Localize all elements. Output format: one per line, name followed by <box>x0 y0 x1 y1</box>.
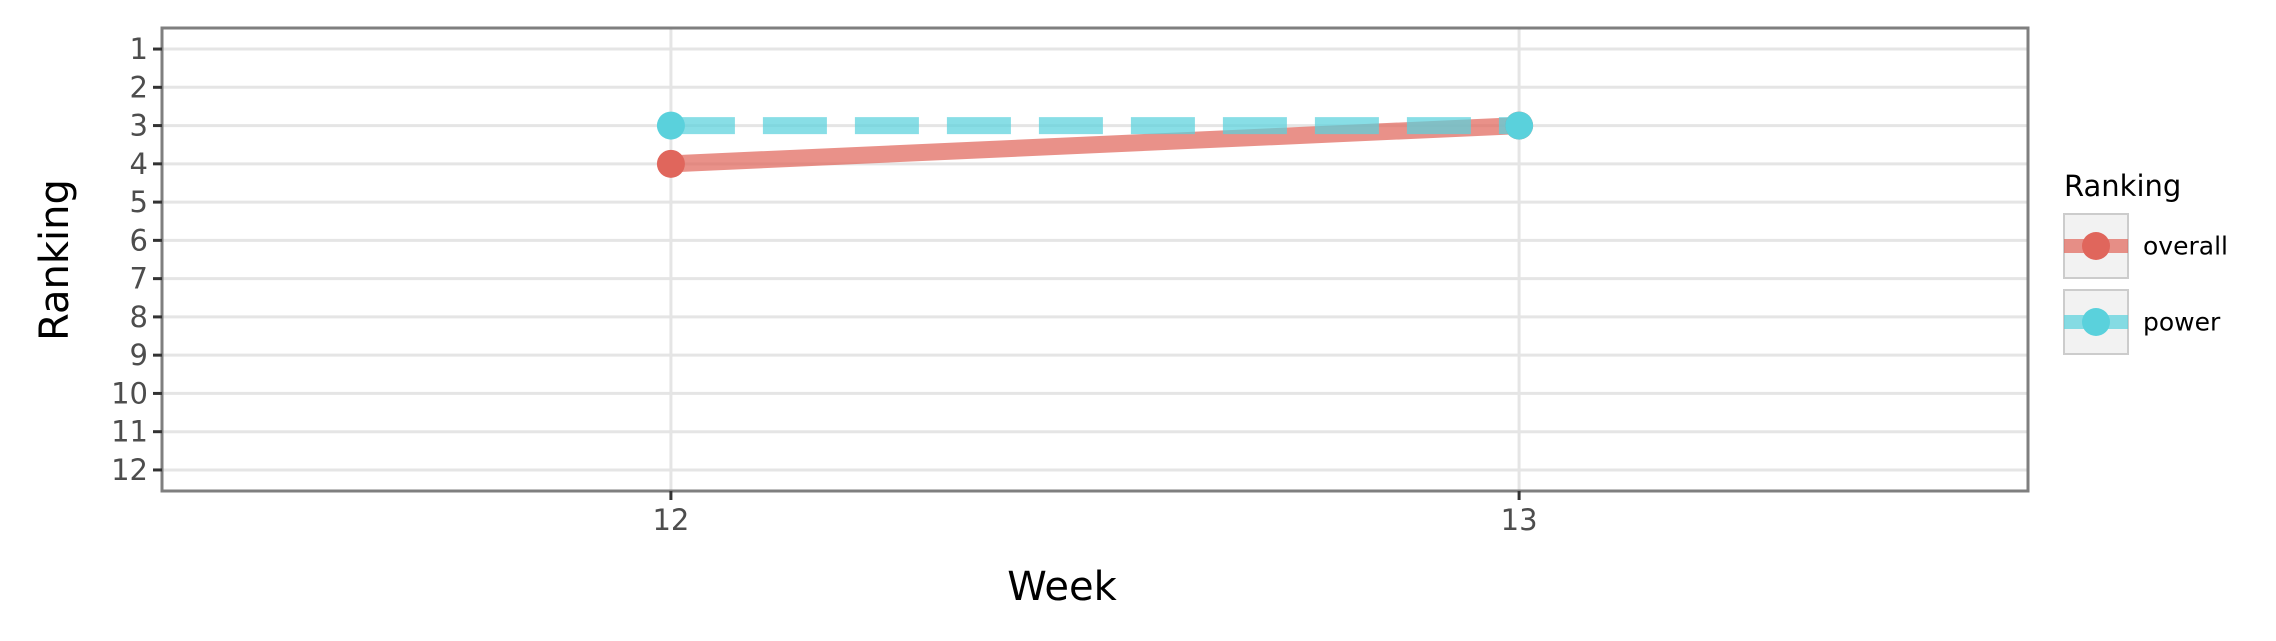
legend-key-marker-power <box>2082 308 2110 336</box>
y-tick-label: 7 <box>130 262 148 296</box>
data-point-power <box>1505 111 1534 140</box>
y-tick-label: 10 <box>111 376 148 410</box>
legend-key-marker-overall <box>2082 232 2110 260</box>
y-tick-label: 8 <box>130 300 148 334</box>
y-tick-label: 5 <box>130 185 148 219</box>
y-tick-label: 9 <box>130 338 148 372</box>
grid-layer <box>162 28 2028 491</box>
y-tick-label: 1 <box>130 32 148 66</box>
x-axis-title: Week <box>1007 564 1117 610</box>
legend-label-overall: overall <box>2143 232 2228 261</box>
series-layer <box>656 111 1534 178</box>
plot-panel <box>162 28 2028 491</box>
plot-border <box>160 26 2030 493</box>
y-tick-label: 12 <box>111 453 148 487</box>
legend-label-power: power <box>2143 308 2221 337</box>
y-tick-label: 6 <box>130 223 148 257</box>
legend: Ranking overall power <box>2063 169 2228 355</box>
data-point-power <box>656 111 685 140</box>
y-tick-label: 3 <box>130 109 148 143</box>
data-point-overall <box>656 149 685 178</box>
x-axis: 12 13 <box>652 491 1538 537</box>
x-tick-label: 12 <box>652 503 689 537</box>
x-tick-label: 13 <box>1501 503 1538 537</box>
y-tick-label: 4 <box>130 147 148 181</box>
y-tick-label: 11 <box>111 415 148 449</box>
legend-title: Ranking <box>2064 169 2181 203</box>
y-tick-label: 2 <box>130 70 148 104</box>
y-axis-title: Ranking <box>32 179 78 341</box>
